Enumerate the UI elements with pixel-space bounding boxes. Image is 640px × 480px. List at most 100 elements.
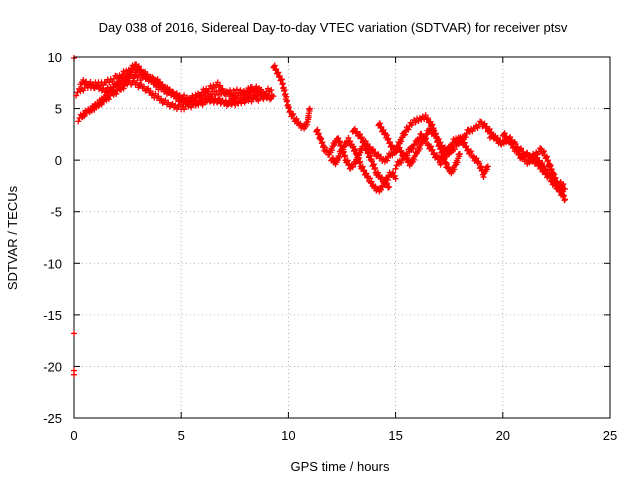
data-point-0-12-1322 — [546, 174, 553, 181]
data-point-0-4-553 — [276, 72, 283, 79]
data-point-0-0-101 — [213, 88, 220, 95]
data-point-0-1-182 — [133, 79, 140, 86]
data-point-0-3-495 — [196, 97, 203, 104]
data-point-0-9-1097 — [437, 161, 444, 168]
y-tick-label-5: -15 — [43, 308, 62, 323]
y-axis-label: SDTVAR / TECUs — [5, 185, 20, 290]
data-point-0-9-1079 — [422, 137, 429, 144]
data-point-0-3-408 — [83, 110, 90, 117]
data-point-0-2-374 — [217, 82, 224, 89]
data-point-0-12-1327 — [551, 179, 558, 186]
data-point-0-8-978 — [402, 131, 409, 138]
data-point-0-6-755 — [363, 170, 370, 177]
data-point-0-12-1335 — [559, 182, 566, 189]
data-point-0-4-582 — [293, 115, 300, 122]
data-point-0-9-1093 — [433, 152, 440, 159]
data-point-0-6-761 — [368, 178, 375, 185]
data-point-0-2-372 — [214, 79, 221, 86]
data-point-0-5-705 — [386, 183, 393, 190]
data-point-0-0-28 — [115, 75, 122, 82]
data-point-0-3-417 — [95, 102, 102, 109]
data-point-0-4-577 — [289, 112, 296, 119]
data-point-0-10-1182 — [518, 145, 525, 152]
data-point-0-4-578 — [290, 110, 297, 117]
data-point-0-8-944 — [376, 120, 383, 127]
data-point-0-0-102 — [215, 91, 222, 98]
data-point-0-3-543 — [268, 95, 275, 102]
data-point-0-4-594 — [303, 121, 310, 128]
data-point-0-5-694 — [375, 169, 382, 176]
y-tick-label-1: 5 — [55, 102, 62, 117]
data-point-0-9-1137 — [473, 155, 480, 162]
data-point-0-9-1119 — [457, 134, 464, 141]
data-point-0-1-166 — [113, 90, 120, 97]
data-point-0-6-752 — [361, 167, 368, 174]
data-point-0-13-1341 — [71, 371, 77, 378]
data-point-0-9-1053 — [397, 159, 404, 166]
data-point-0-9-1126 — [463, 143, 470, 150]
data-point-0-11-1265 — [540, 148, 547, 155]
data-point-0-5-656 — [349, 164, 356, 171]
data-point-0-9-1075 — [418, 130, 425, 137]
data-point-0-12-1336 — [560, 181, 567, 188]
data-point-0-11-1283 — [552, 174, 559, 181]
data-point-0-3-518 — [230, 98, 237, 105]
data-point-0-3-437 — [117, 80, 124, 87]
data-point-0-10-1199 — [539, 159, 546, 166]
data-point-0-9-1111 — [448, 143, 455, 150]
data-point-0-6-759 — [366, 175, 373, 182]
data-point-0-3-541 — [265, 92, 272, 99]
y-tick-label-2: 0 — [55, 153, 62, 168]
data-point-0-12-1316 — [541, 166, 548, 173]
data-point-0-6-775 — [381, 181, 388, 188]
data-point-0-8-953 — [384, 131, 391, 138]
plot-frame — [73, 56, 611, 419]
data-point-0-8-956 — [386, 140, 393, 147]
data-point-0-7-806 — [366, 143, 373, 150]
data-point-0-9-1104 — [443, 152, 450, 159]
data-point-0-9-1124 — [461, 139, 468, 146]
axis-ticks: 0 5 10 15 20 25 10 5 0 -5 -10 -15 -20 -25 — [43, 50, 617, 443]
x-tick-label-5: 25 — [603, 428, 617, 443]
y-tick-label-7: -25 — [43, 411, 62, 426]
data-point-0-8-973 — [398, 138, 405, 145]
data-point-0-4-548 — [273, 66, 280, 73]
data-point-0-7-919 — [474, 124, 481, 131]
data-point-0-8-1038 — [451, 166, 458, 173]
data-point-0-2-370 — [211, 84, 218, 91]
data-point-0-8-955 — [385, 135, 392, 142]
data-point-0-11-1240 — [514, 147, 521, 154]
data-point-0-8-945 — [377, 124, 384, 131]
data-point-0-6-785 — [390, 169, 397, 176]
data-point-0-8-960 — [389, 142, 396, 149]
data-point-0-7-898 — [451, 146, 458, 153]
data-point-0-8-946 — [378, 123, 385, 130]
x-tick-label-0: 0 — [70, 428, 77, 443]
data-point-0-0-134 — [268, 87, 275, 94]
x-tick-label-4: 20 — [496, 428, 510, 443]
data-point-0-3-453 — [138, 67, 145, 74]
data-point-0-9-1094 — [434, 156, 441, 163]
data-point-0-2-376 — [219, 85, 226, 92]
x-tick-label-2: 10 — [281, 428, 295, 443]
data-point-0-0-1 — [74, 89, 81, 96]
data-point-0-3-405 — [79, 114, 86, 121]
data-point-0-12-1338 — [561, 186, 568, 193]
data-point-0-4-546 — [271, 62, 278, 69]
data-point-0-11-1281 — [551, 171, 558, 178]
data-point-0-7-835 — [398, 147, 405, 154]
data-point-0-6-771 — [378, 186, 385, 193]
data-point-0-7-909 — [462, 134, 469, 141]
x-axis-label: GPS time / hours — [291, 459, 390, 474]
data-point-0-7-921 — [477, 118, 484, 125]
data-point-0-5-626 — [328, 147, 335, 154]
data-point-0-2-360 — [197, 92, 204, 99]
data-point-0-11-1234 — [508, 140, 515, 147]
data-point-0-7-910 — [463, 130, 470, 137]
data-point-0-3-519 — [232, 102, 239, 109]
data-point-0-6-750 — [359, 163, 366, 170]
data-point-0-8-982 — [405, 126, 412, 133]
data-point-0-2-404 — [257, 87, 264, 94]
data-point-0-3-423 — [102, 96, 109, 103]
